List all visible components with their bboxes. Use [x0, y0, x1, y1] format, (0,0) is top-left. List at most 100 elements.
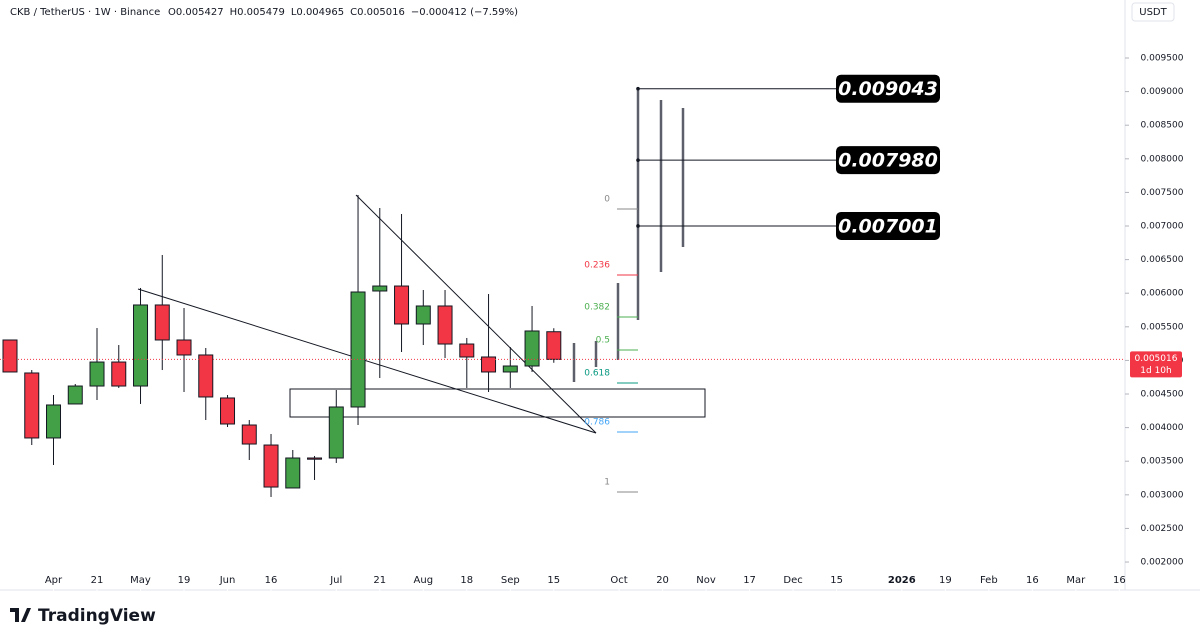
- target-dot: [636, 224, 640, 228]
- ohlc-value: C0.005016: [350, 7, 405, 18]
- x-tick-label: Oct: [610, 575, 627, 586]
- x-tick-label: 19: [939, 575, 952, 586]
- candle-body: [176, 339, 192, 356]
- candle-body: [459, 343, 475, 358]
- candle-body: [502, 365, 518, 373]
- ohlc-header: O0.005427 H0.005479 L0.004965 C0.005016 −0.0…: [168, 7, 518, 18]
- x-tick-label: 18: [460, 575, 473, 586]
- candle-body: [285, 457, 301, 489]
- candle-body: [372, 285, 388, 292]
- y-tick-label: 0.009500: [1141, 53, 1184, 63]
- last-price-box: [1130, 351, 1182, 378]
- candle-body: [111, 361, 127, 387]
- candle-body: [437, 305, 453, 345]
- fib-level-label: 0.618: [584, 368, 610, 378]
- candle-body: [394, 285, 410, 325]
- y-tick-label: 0.009000: [1141, 87, 1184, 97]
- zone-rectangle: [289, 388, 706, 418]
- x-tick-label: Jun: [219, 575, 236, 586]
- target-dot: [636, 158, 640, 162]
- target-dot: [636, 86, 640, 91]
- brand-icon: [10, 608, 31, 622]
- candle-body: [46, 404, 62, 439]
- target-label: 0.007001: [838, 215, 938, 237]
- x-tick-label: 16: [1026, 575, 1039, 586]
- x-tick-label: Jul: [329, 575, 342, 586]
- y-tick-label: 0.004500: [1141, 390, 1184, 400]
- fib-level-label: 0.5: [596, 336, 610, 346]
- target-box: [836, 74, 940, 103]
- drawings: [137, 194, 706, 434]
- fib-level-label: 1: [604, 478, 610, 488]
- candle-body: [24, 372, 40, 439]
- y-tick-label: 0.008000: [1141, 154, 1184, 164]
- brand-name: TradingView: [38, 606, 156, 626]
- candle-body: [350, 291, 366, 408]
- target-box: [836, 146, 940, 175]
- x-tick-label: 15: [830, 575, 843, 586]
- y-tick-label: 0.003500: [1141, 457, 1184, 467]
- x-tick-label: Feb: [980, 575, 998, 586]
- fib-level-label: 0.236: [584, 261, 610, 271]
- currency: USDT: [1139, 7, 1167, 18]
- ohlc-value: L0.004965: [291, 7, 344, 18]
- candle-body: [89, 361, 105, 387]
- fib-level-label: 0: [604, 195, 610, 205]
- x-tick-label: 16: [1113, 575, 1126, 586]
- y-tick-label: 0.004000: [1141, 423, 1184, 433]
- trend-line: [137, 288, 597, 434]
- candle-body: [307, 457, 323, 460]
- y-tick-label: 0.002000: [1141, 558, 1184, 568]
- y-tick-label: 0.002500: [1141, 524, 1184, 534]
- brand-logo: TradingView: [10, 606, 156, 626]
- x-tick-label: 19: [178, 575, 191, 586]
- x-tick-label: Sep: [501, 575, 520, 586]
- x-tick-label: Dec: [783, 575, 802, 586]
- candle-body: [328, 406, 344, 459]
- fib-level-label: 0.786: [584, 417, 610, 427]
- x-tick-label: Mar: [1066, 575, 1086, 586]
- ohlc-value: −0.000412 (−7.59%): [411, 7, 518, 18]
- last-price-label: 0.005016: [1135, 354, 1178, 364]
- y-tick-label: 0.006500: [1141, 255, 1184, 265]
- y-tick-label: 0.005500: [1141, 322, 1184, 332]
- target-box: [836, 211, 940, 240]
- y-tick-label: 0.007500: [1141, 188, 1184, 198]
- x-tick-label: 17: [743, 575, 756, 586]
- x-tick-label: 15: [547, 575, 560, 586]
- x-tick-label: 2026: [888, 575, 916, 586]
- symbol-title: CKB / TetherUS · 1W · Binance: [10, 7, 160, 18]
- ohlc-value: O0.005427: [168, 7, 224, 18]
- candle-body: [415, 305, 431, 325]
- x-tick-label: 21: [373, 575, 386, 586]
- candle-body: [524, 330, 540, 367]
- y-tick-label: 0.007000: [1141, 222, 1184, 232]
- candle-body: [263, 444, 279, 488]
- y-tick-label: 0.006000: [1141, 289, 1184, 299]
- x-tick-label: Nov: [696, 575, 716, 586]
- x-tick-label: 20: [656, 575, 669, 586]
- projection-bars: [572, 88, 685, 382]
- y-tick-label: 0.003000: [1141, 490, 1184, 500]
- candle-body: [220, 397, 236, 425]
- candle-body: [67, 385, 83, 405]
- currency-box: [1131, 2, 1175, 22]
- ohlc-value: H0.005479: [230, 7, 285, 18]
- y-tick-label: 0.008500: [1141, 121, 1184, 131]
- x-tick-label: 21: [91, 575, 104, 586]
- x-tick-label: May: [130, 575, 151, 586]
- candle-body: [133, 304, 149, 387]
- x-tick-label: Aug: [414, 575, 434, 586]
- target-label: 0.009043: [838, 78, 938, 100]
- x-tick-label: Apr: [45, 575, 63, 586]
- candle-body: [2, 339, 18, 373]
- candle-body: [546, 331, 562, 360]
- fib-level-label: 0.382: [584, 303, 610, 313]
- candle-body: [154, 304, 170, 341]
- candle-body: [241, 424, 257, 445]
- target-label: 0.007980: [838, 150, 938, 172]
- candle-body: [198, 354, 214, 398]
- x-tick-label: 16: [265, 575, 278, 586]
